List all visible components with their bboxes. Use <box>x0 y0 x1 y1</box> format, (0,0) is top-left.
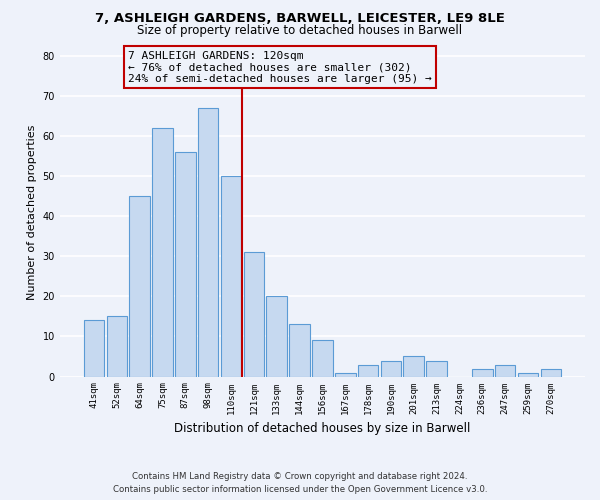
Y-axis label: Number of detached properties: Number of detached properties <box>27 124 37 300</box>
Bar <box>495 364 515 376</box>
Bar <box>335 372 356 376</box>
Text: 7, ASHLEIGH GARDENS, BARWELL, LEICESTER, LE9 8LE: 7, ASHLEIGH GARDENS, BARWELL, LEICESTER,… <box>95 12 505 26</box>
Bar <box>244 252 264 376</box>
Bar <box>83 320 104 376</box>
Bar <box>427 360 447 376</box>
Bar <box>107 316 127 376</box>
Bar <box>358 364 379 376</box>
Bar <box>312 340 332 376</box>
X-axis label: Distribution of detached houses by size in Barwell: Distribution of detached houses by size … <box>174 422 470 435</box>
Bar <box>198 108 218 376</box>
Text: Size of property relative to detached houses in Barwell: Size of property relative to detached ho… <box>137 24 463 37</box>
Bar <box>152 128 173 376</box>
Bar <box>266 296 287 376</box>
Bar <box>403 356 424 376</box>
Bar <box>289 324 310 376</box>
Bar <box>541 368 561 376</box>
Bar <box>380 360 401 376</box>
Bar <box>175 152 196 376</box>
Bar <box>472 368 493 376</box>
Text: Contains HM Land Registry data © Crown copyright and database right 2024.
Contai: Contains HM Land Registry data © Crown c… <box>113 472 487 494</box>
Bar <box>130 196 150 376</box>
Text: 7 ASHLEIGH GARDENS: 120sqm
← 76% of detached houses are smaller (302)
24% of sem: 7 ASHLEIGH GARDENS: 120sqm ← 76% of deta… <box>128 51 432 84</box>
Bar <box>221 176 241 376</box>
Bar <box>518 372 538 376</box>
